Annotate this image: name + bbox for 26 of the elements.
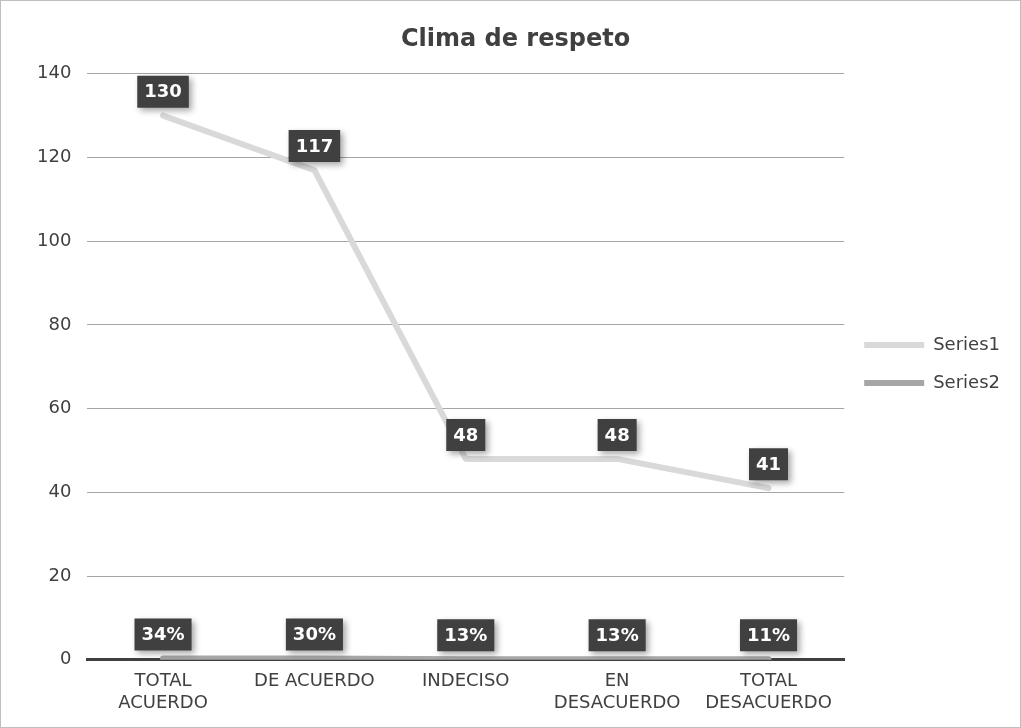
data-label: 130	[144, 80, 182, 102]
y-tick-label: 100	[37, 228, 72, 250]
chart-title: Clima de respeto	[400, 23, 631, 52]
y-tick-label: 140	[37, 61, 72, 83]
data-label: 48	[453, 423, 479, 445]
data-label: 13%	[444, 623, 488, 645]
data-label: 48	[604, 423, 630, 445]
data-label: 41	[755, 452, 782, 474]
y-tick-label: 60	[48, 396, 72, 418]
data-label: 34%	[141, 623, 185, 645]
y-tick-label: 80	[48, 312, 72, 334]
x-tick-label: INDECISO	[422, 669, 510, 691]
y-tick-label: 120	[37, 145, 72, 167]
legend-label: Series1	[933, 332, 1001, 354]
data-label: 13%	[595, 623, 639, 645]
x-tick-label: DE ACUERDO	[254, 669, 375, 691]
data-label: 117	[295, 134, 334, 156]
x-tick-label: TOTAL ACUERDO	[118, 669, 208, 712]
y-tick-label: 0	[59, 647, 72, 669]
x-tick-label: TOTAL DESACUERDO	[705, 669, 832, 712]
data-label: 30%	[292, 623, 336, 645]
y-tick-label: 40	[48, 480, 72, 502]
y-tick-label: 20	[48, 563, 72, 585]
x-tick-label: EN DESACUERDO	[553, 669, 681, 712]
legend-label: Series2	[933, 370, 1001, 392]
data-label: 11%	[746, 624, 791, 646]
